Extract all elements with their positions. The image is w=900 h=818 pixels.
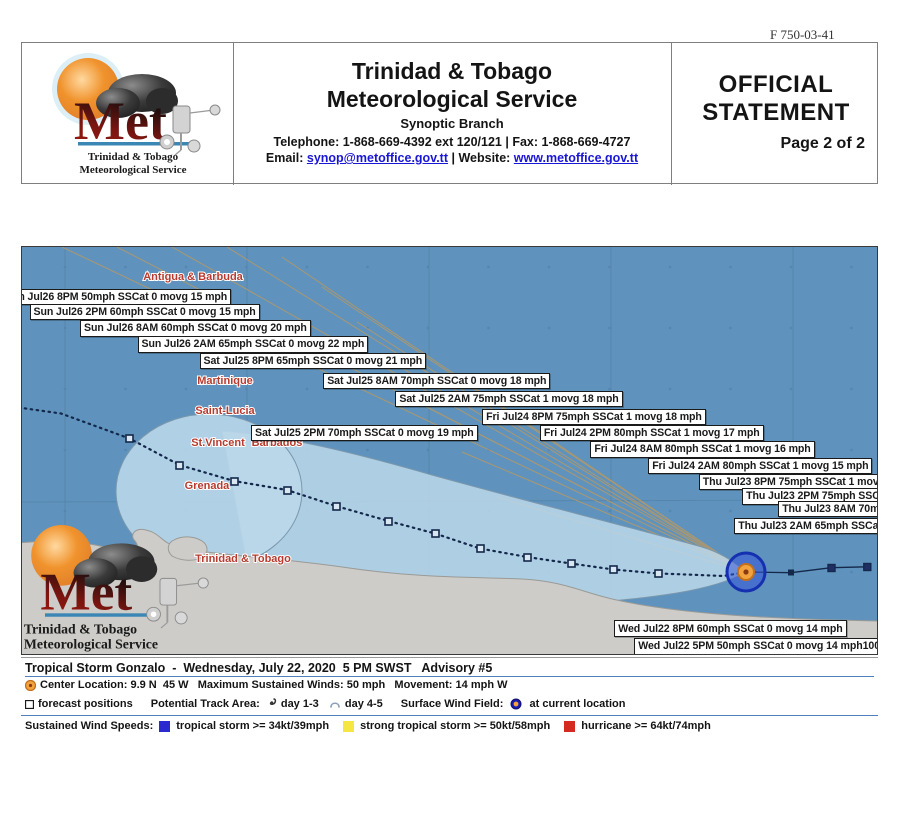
svg-text:Met: Met	[40, 562, 132, 622]
svg-text:Meteorological Service: Meteorological Service	[24, 636, 158, 651]
svg-text:Trinidad & Tobago: Trinidad & Tobago	[195, 553, 291, 565]
svg-text:Antigua & Barbuda: Antigua & Barbuda	[143, 271, 243, 283]
svg-text:Grenada: Grenada	[185, 480, 231, 492]
svg-text:St.Vincent: St.Vincent	[191, 437, 245, 449]
svg-text:Saint-Lucia: Saint-Lucia	[195, 405, 255, 417]
svg-text:Trinidad & Tobago: Trinidad & Tobago	[24, 622, 137, 637]
svg-text:Martinique: Martinique	[197, 375, 253, 387]
